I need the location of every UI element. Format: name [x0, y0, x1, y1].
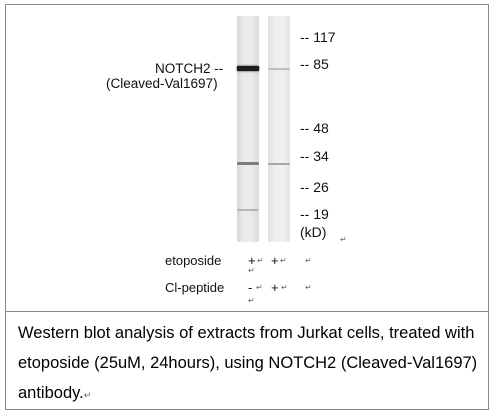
paragraph-mark: ↵ — [248, 296, 255, 305]
condition-etoposide-lane1: + — [248, 253, 256, 268]
band-faint-34kd — [237, 162, 259, 165]
blot-lane-1 — [237, 16, 259, 242]
mw-marker-19: -- 19 — [300, 206, 329, 222]
figure-caption: Western blot analysis of extracts from J… — [18, 318, 484, 408]
paragraph-mark: ↵ — [280, 256, 287, 265]
mw-marker-48: -- 48 — [300, 120, 329, 136]
paragraph-mark: ↵ — [305, 283, 312, 292]
protein-variant-label: (Cleaved-Val1697) — [106, 76, 218, 91]
condition-label-cl-peptide: Cl-peptide — [165, 280, 225, 295]
paragraph-mark: ↵ — [257, 256, 264, 265]
mw-marker-117: -- 117 — [300, 29, 336, 45]
caption-text: Western blot analysis of extracts from J… — [18, 324, 478, 402]
band-faint-low — [237, 209, 259, 211]
paragraph-mark: ↵ — [340, 235, 347, 244]
band-faint-upper — [268, 68, 290, 70]
condition-cl-peptide-lane1: - — [248, 280, 253, 295]
paragraph-mark: ↵ — [248, 266, 255, 275]
condition-etoposide-lane2: + — [271, 253, 279, 268]
mw-marker-34: -- 34 — [300, 148, 329, 164]
mw-marker-26: -- 26 — [300, 179, 329, 195]
paragraph-mark: ↵ — [305, 256, 312, 265]
blot-lane-2 — [268, 16, 290, 242]
paragraph-mark: ↵ — [281, 283, 288, 292]
mw-marker-85: -- 85 — [300, 56, 329, 72]
caption-divider — [5, 311, 489, 312]
band-notch2-cleaved — [237, 66, 259, 71]
band-faint-34kd-lane2 — [268, 163, 290, 165]
condition-cl-peptide-lane2: + — [271, 280, 279, 295]
paragraph-mark: ↵ — [256, 283, 263, 292]
mw-unit-label: (kD) — [300, 224, 327, 240]
protein-name-label: NOTCH2 -- — [155, 61, 224, 76]
figure-frame — [5, 4, 489, 410]
condition-label-etoposide: etoposide — [165, 253, 222, 268]
paragraph-mark: ↵ — [83, 390, 92, 400]
